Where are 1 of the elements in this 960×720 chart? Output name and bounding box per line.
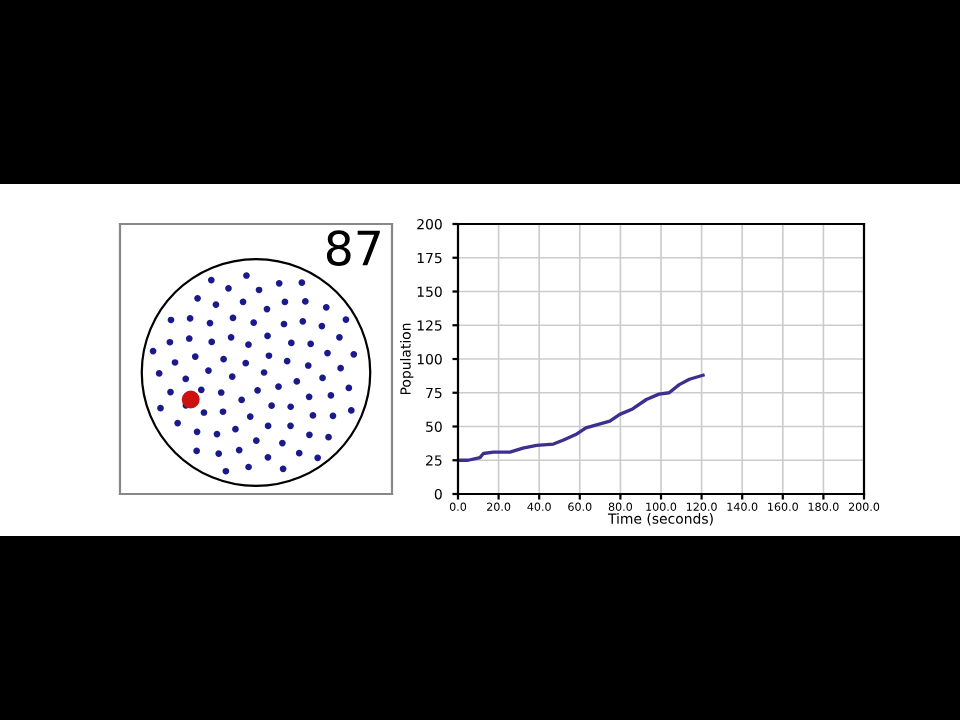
text: 87 xyxy=(326,230,380,266)
